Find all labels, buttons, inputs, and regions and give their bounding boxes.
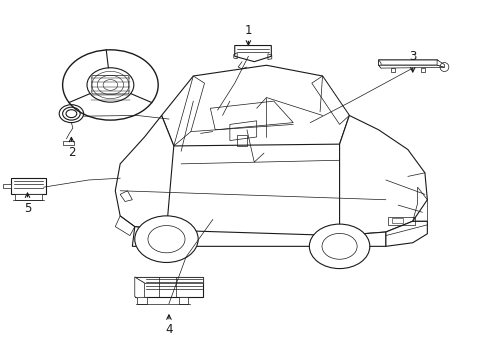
Polygon shape xyxy=(234,45,271,62)
Polygon shape xyxy=(178,297,188,304)
Polygon shape xyxy=(63,140,74,145)
Text: 1: 1 xyxy=(244,23,252,37)
Polygon shape xyxy=(135,277,203,297)
Text: 4: 4 xyxy=(165,323,172,337)
Text: 2: 2 xyxy=(67,146,75,159)
Polygon shape xyxy=(135,277,203,283)
Polygon shape xyxy=(11,178,45,194)
Polygon shape xyxy=(161,65,348,146)
Polygon shape xyxy=(120,191,132,202)
Polygon shape xyxy=(436,60,444,67)
Polygon shape xyxy=(378,60,439,65)
Circle shape xyxy=(135,216,198,262)
Text: 3: 3 xyxy=(408,50,416,63)
Polygon shape xyxy=(115,116,173,230)
Polygon shape xyxy=(378,65,444,68)
Polygon shape xyxy=(378,60,380,68)
Circle shape xyxy=(62,50,158,120)
Circle shape xyxy=(309,224,369,269)
Polygon shape xyxy=(173,76,204,146)
Polygon shape xyxy=(311,76,348,125)
Polygon shape xyxy=(135,277,144,303)
Polygon shape xyxy=(137,297,147,304)
Polygon shape xyxy=(3,184,11,188)
Text: 5: 5 xyxy=(24,202,31,215)
Polygon shape xyxy=(132,226,385,246)
Polygon shape xyxy=(15,194,41,200)
Polygon shape xyxy=(339,116,427,235)
Polygon shape xyxy=(385,221,427,246)
